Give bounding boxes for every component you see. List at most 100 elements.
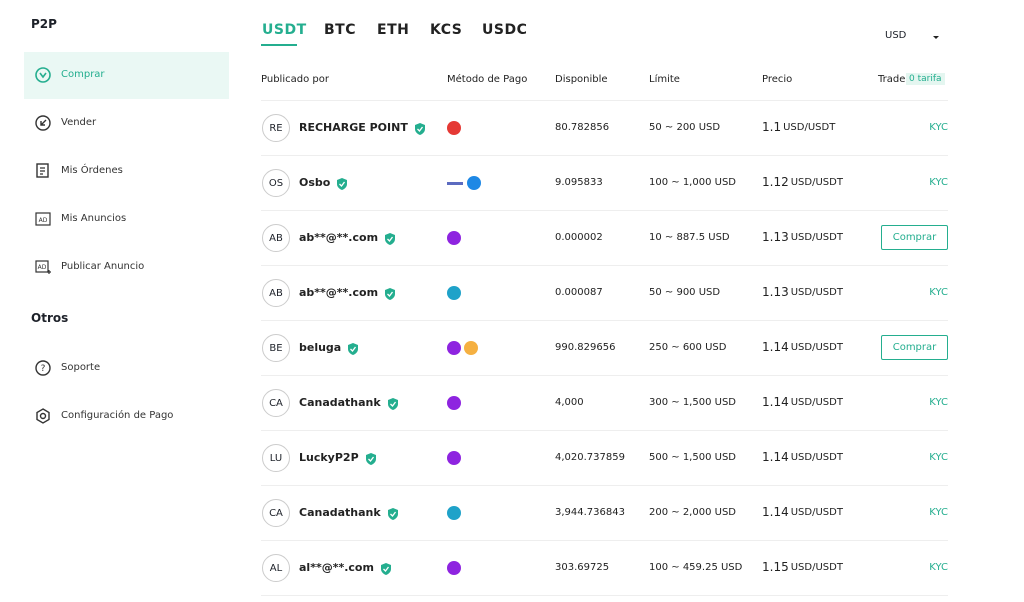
menu-item[interactable]: Comprar: [61, 69, 105, 80]
row-divider: [261, 540, 948, 541]
verified-badge: [365, 451, 377, 470]
menu-icon: [34, 66, 52, 88]
header-divider: [261, 100, 948, 101]
kyc-label: KYC: [929, 507, 948, 518]
available: 4,000: [555, 397, 584, 408]
limit: 50 ~ 900 USD: [649, 287, 721, 298]
row-divider: [261, 430, 948, 431]
row-divider: [261, 265, 948, 266]
seller-name[interactable]: LuckyP2P: [299, 451, 359, 464]
limit: 250 ~ 600 USD: [649, 342, 727, 353]
row-divider: [261, 320, 948, 321]
payment-methods-svg: [447, 231, 461, 245]
verified-badge-svg: [387, 398, 398, 410]
price: 1.1: [762, 120, 782, 134]
price: 1.15: [762, 560, 789, 574]
currency-select[interactable]: USD: [885, 30, 907, 41]
menu-icon-svg: AD: [35, 212, 51, 226]
seller-name[interactable]: RECHARGE POINT: [299, 121, 408, 134]
verified-badge: [387, 396, 399, 415]
seller-name[interactable]: Canadathank: [299, 506, 381, 519]
verified-badge-svg: [414, 123, 425, 135]
available: 4,020.737859: [555, 452, 625, 463]
menu-item[interactable]: Mis Órdenes: [61, 165, 123, 176]
payment-methods-svg: [447, 286, 461, 300]
row-divider: [261, 210, 948, 211]
tab[interactable]: KCS: [430, 22, 463, 38]
menu-item[interactable]: Publicar Anuncio: [61, 261, 145, 272]
available: 303.69725: [555, 562, 610, 573]
tab[interactable]: USDT: [262, 22, 307, 38]
tab[interactable]: BTC: [324, 22, 356, 38]
payment-methods: [447, 340, 487, 359]
limit: 100 ~ 459.25 USD: [649, 562, 743, 573]
price-unit: USD/USDT: [790, 507, 843, 518]
kyc-label: KYC: [929, 287, 948, 298]
tab[interactable]: ETH: [377, 22, 410, 38]
menu-item[interactable]: Vender: [61, 117, 97, 128]
price: 1.12: [762, 175, 789, 189]
kyc-label: KYC: [929, 122, 948, 133]
fee-badge: 0 tarifa: [906, 73, 945, 85]
verified-badge-svg: [337, 178, 348, 190]
payment-methods-svg: [447, 506, 461, 520]
buy-button[interactable]: Comprar: [881, 225, 948, 250]
payment-methods: [447, 285, 487, 304]
avatar: CA: [262, 499, 290, 527]
svg-text:AD: AD: [39, 217, 48, 224]
menu-icon: ?: [34, 359, 52, 381]
price: 1.13: [762, 230, 789, 244]
row-divider: [261, 485, 948, 486]
menu-item[interactable]: Mis Anuncios: [61, 213, 127, 224]
section-title: Otros: [31, 311, 69, 325]
svg-text:AD: AD: [38, 264, 47, 271]
price-unit: USD/USDT: [790, 397, 843, 408]
price-unit: USD/USDT: [790, 232, 843, 243]
available: 3,944.736843: [555, 507, 625, 518]
menu-icon-svg: [35, 115, 51, 131]
avatar: BE: [262, 334, 290, 362]
verified-badge: [347, 341, 359, 360]
payment-methods: [447, 505, 487, 524]
buy-button[interactable]: Comprar: [881, 335, 948, 360]
available: 0.000087: [555, 287, 603, 298]
seller-name[interactable]: ab**@**.com: [299, 231, 379, 244]
tab[interactable]: USDC: [482, 22, 528, 38]
verified-badge-svg: [348, 343, 359, 355]
seller-name[interactable]: beluga: [299, 341, 342, 354]
limit: 100 ~ 1,000 USD: [649, 177, 736, 188]
available: 0.000002: [555, 232, 603, 243]
price-unit: USD/USDT: [790, 452, 843, 463]
menu-icon-svg: ?: [35, 360, 51, 376]
column-header: Límite: [649, 74, 680, 85]
payment-methods-svg: [447, 561, 461, 575]
menu-item[interactable]: Soporte: [61, 362, 101, 373]
verified-badge-svg: [387, 508, 398, 520]
seller-name[interactable]: Canadathank: [299, 396, 381, 409]
price: 1.14: [762, 395, 789, 409]
available: 9.095833: [555, 177, 603, 188]
menu-icon-svg: AD: [35, 260, 51, 274]
verified-badge: [336, 176, 348, 195]
available: 990.829656: [555, 342, 616, 353]
price-unit: USD/USDT: [783, 122, 836, 133]
verified-badge: [384, 286, 396, 305]
menu-item[interactable]: Configuración de Pago: [61, 410, 174, 421]
avatar: RE: [262, 114, 290, 142]
limit: 200 ~ 2,000 USD: [649, 507, 736, 518]
seller-name[interactable]: al**@**.com: [299, 561, 374, 574]
verified-badge-svg: [385, 233, 396, 245]
row-divider: [261, 375, 948, 376]
limit: 300 ~ 1,500 USD: [649, 397, 736, 408]
price: 1.14: [762, 340, 789, 354]
price: 1.14: [762, 505, 789, 519]
verified-badge: [414, 121, 426, 140]
seller-name[interactable]: ab**@**.com: [299, 286, 379, 299]
payment-methods: [447, 120, 487, 139]
payment-methods-svg: [447, 176, 481, 190]
verified-badge: [384, 231, 396, 250]
price: 1.13: [762, 285, 789, 299]
seller-name[interactable]: Osbo: [299, 176, 331, 189]
avatar: CA: [262, 389, 290, 417]
